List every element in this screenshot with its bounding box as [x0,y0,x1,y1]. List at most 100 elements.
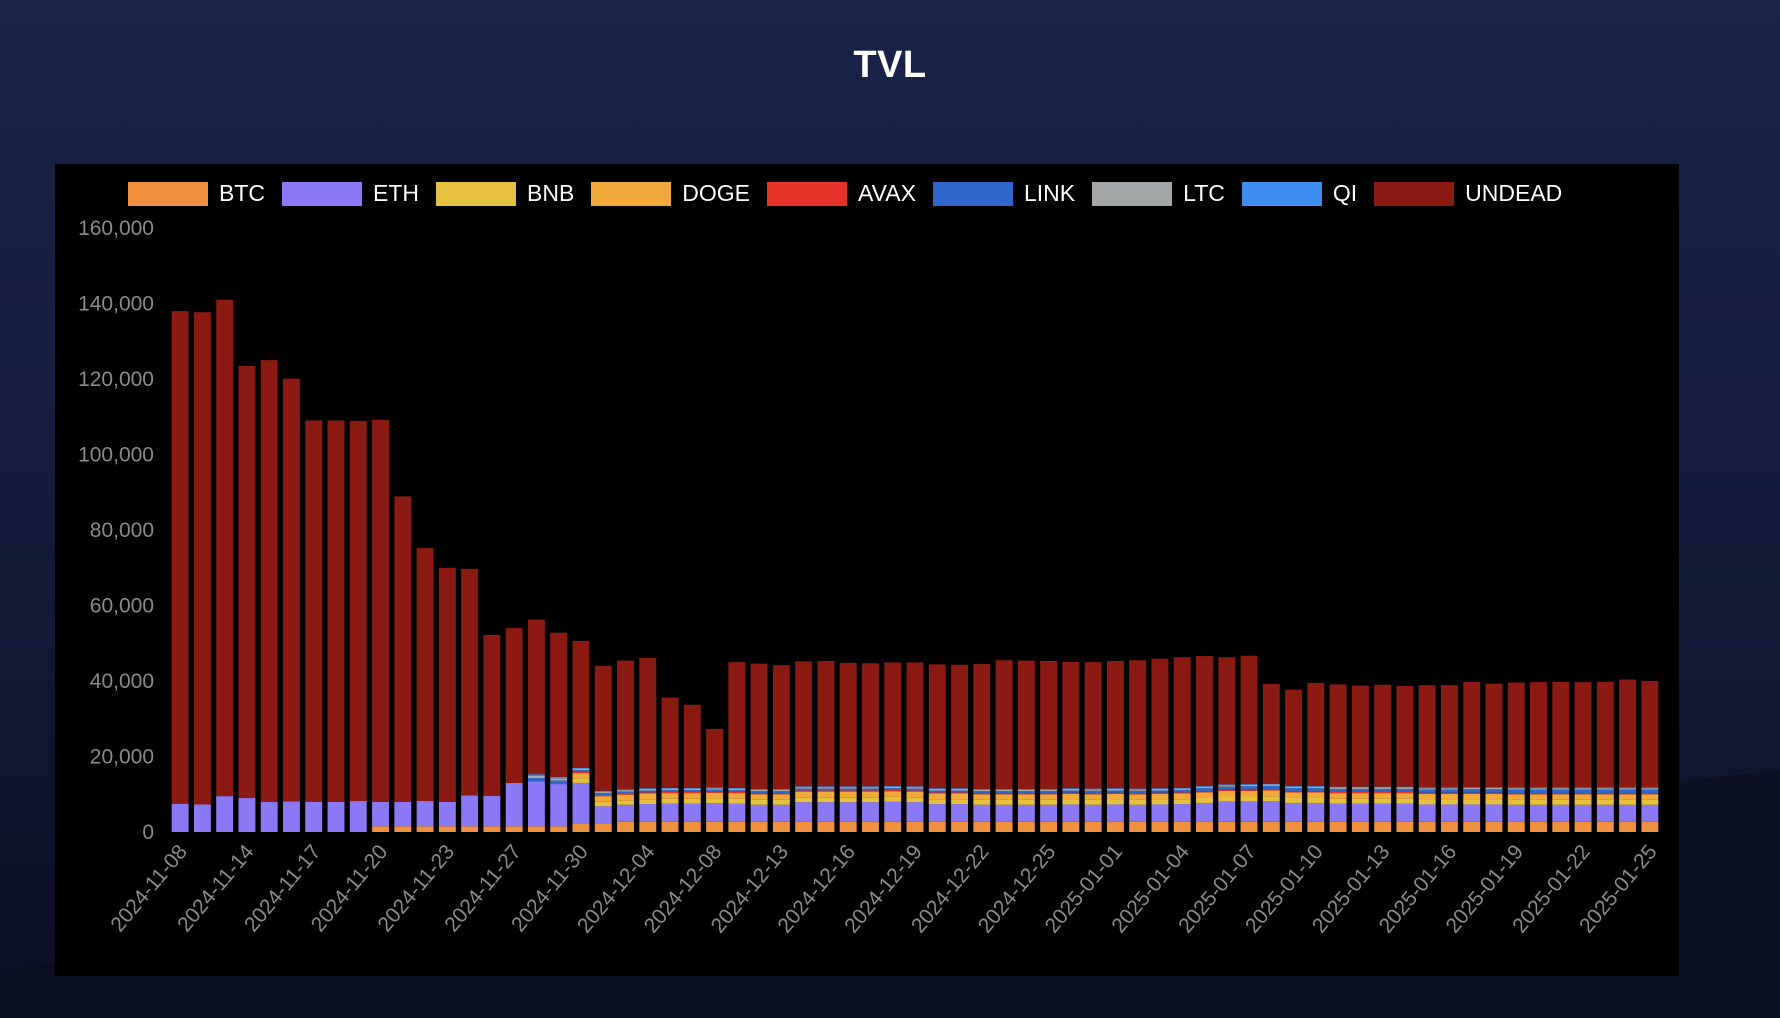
bar-segment-undead[interactable] [1574,682,1592,788]
bar-segment-link[interactable] [1596,789,1614,794]
bar-segment-btc[interactable] [1574,821,1592,832]
bar-segment-link[interactable] [839,788,857,791]
bar-segment-undead[interactable] [1596,681,1614,788]
bar-stack[interactable] [1329,684,1347,832]
bar-segment-doge[interactable] [1106,793,1124,800]
bar-segment-avax[interactable] [1084,793,1102,795]
bar-stack[interactable] [416,548,434,832]
bar-segment-btc[interactable] [928,821,946,832]
bar-segment-eth[interactable] [216,796,234,832]
legend-item-ltc[interactable]: LTC [1092,180,1225,207]
bar-segment-bnb[interactable] [1440,799,1458,805]
bar-segment-bnb[interactable] [572,778,590,783]
bar-segment-eth[interactable] [1106,804,1124,822]
bar-segment-undead[interactable] [1552,681,1570,788]
bar-segment-ltc[interactable] [639,788,657,791]
bar-segment-undead[interactable] [928,664,946,789]
bar-segment-qi[interactable] [1396,786,1414,788]
bar-stack[interactable] [1285,689,1303,832]
bar-stack[interactable] [1596,681,1614,832]
bar-segment-btc[interactable] [1351,821,1369,832]
bar-segment-qi[interactable] [995,788,1013,790]
bar-stack[interactable] [1062,661,1080,832]
bar-segment-bnb[interactable] [1596,799,1614,805]
bar-segment-avax[interactable] [1440,792,1458,794]
bar-segment-ltc[interactable] [1552,788,1570,790]
bar-segment-eth[interactable] [416,801,434,827]
bar-segment-link[interactable] [1151,790,1169,793]
bar-segment-qi[interactable] [973,788,991,790]
bar-segment-eth[interactable] [1062,804,1080,822]
bar-segment-link[interactable] [1196,788,1213,792]
bar-segment-eth[interactable] [817,802,835,822]
bar-segment-avax[interactable] [1329,791,1347,794]
bar-segment-btc[interactable] [973,821,991,832]
bar-segment-qi[interactable] [1040,788,1058,790]
bar-segment-link[interactable] [1040,791,1058,794]
bar-stack[interactable] [839,662,857,832]
bar-segment-link[interactable] [1552,789,1570,794]
bar-segment-btc[interactable] [1641,821,1659,832]
bar-segment-qi[interactable] [1307,785,1325,787]
bar-segment-eth[interactable] [1619,804,1637,822]
bar-segment-btc[interactable] [1440,821,1458,832]
bar-stack[interactable] [305,420,323,832]
bar-segment-eth[interactable] [1596,804,1614,822]
bar-segment-qi[interactable] [1240,784,1258,785]
bar-stack[interactable] [1307,682,1325,832]
bar-segment-bnb[interactable] [1218,796,1236,802]
bar-segment-avax[interactable] [973,793,991,795]
bar-segment-link[interactable] [1307,788,1325,792]
bar-segment-eth[interactable] [884,801,902,822]
bar-segment-eth[interactable] [839,802,857,822]
bar-segment-btc[interactable] [728,821,746,832]
bar-segment-bnb[interactable] [839,797,857,803]
bar-segment-ltc[interactable] [1084,789,1102,791]
bar-segment-btc[interactable] [772,821,790,832]
bar-segment-undead[interactable] [1040,660,1058,789]
bar-segment-btc[interactable] [1262,821,1280,832]
bar-segment-btc[interactable] [394,826,412,832]
bar-segment-qi[interactable] [661,787,679,789]
bar-segment-undead[interactable] [683,704,701,788]
bar-segment-undead[interactable] [193,312,211,805]
bar-segment-doge[interactable] [594,796,612,802]
bar-segment-doge[interactable] [1440,793,1458,800]
bar-segment-ltc[interactable] [1173,788,1191,791]
bar-segment-bnb[interactable] [661,798,679,804]
bar-segment-eth[interactable] [1574,804,1592,822]
bar-segment-avax[interactable] [772,793,790,795]
bar-stack[interactable] [216,299,234,832]
bar-segment-eth[interactable] [1218,801,1236,822]
bar-segment-btc[interactable] [1596,821,1614,832]
bar-segment-avax[interactable] [706,791,724,793]
bar-segment-bnb[interactable] [683,798,701,804]
bar-segment-eth[interactable] [1084,804,1102,822]
bar-segment-eth[interactable] [238,798,256,832]
bar-segment-eth[interactable] [951,804,968,822]
bar-segment-link[interactable] [1129,790,1147,794]
bar-segment-eth[interactable] [1240,801,1258,822]
bar-segment-undead[interactable] [1262,684,1280,784]
bar-stack[interactable] [1619,679,1637,832]
bar-segment-ltc[interactable] [1530,788,1547,790]
bar-segment-undead[interactable] [1285,689,1303,786]
bar-stack[interactable] [1463,681,1481,832]
bar-stack[interactable] [1262,684,1280,832]
bar-segment-eth[interactable] [505,782,523,827]
bar-segment-ltc[interactable] [683,788,701,791]
bar-stack[interactable] [1151,658,1169,832]
bar-segment-doge[interactable] [1040,794,1058,800]
bar-segment-eth[interactable] [483,795,501,827]
bar-segment-ltc[interactable] [1463,787,1481,790]
bar-segment-bnb[interactable] [1017,799,1035,805]
bar-segment-link[interactable] [1240,786,1258,790]
bar-segment-btc[interactable] [1285,821,1303,832]
bar-stack[interactable] [1374,684,1392,832]
bar-segment-eth[interactable] [1507,804,1525,822]
bar-segment-btc[interactable] [483,826,501,832]
bar-segment-btc[interactable] [505,826,523,832]
bar-segment-link[interactable] [795,788,813,791]
bar-segment-avax[interactable] [817,790,835,792]
bar-segment-eth[interactable] [973,804,991,822]
